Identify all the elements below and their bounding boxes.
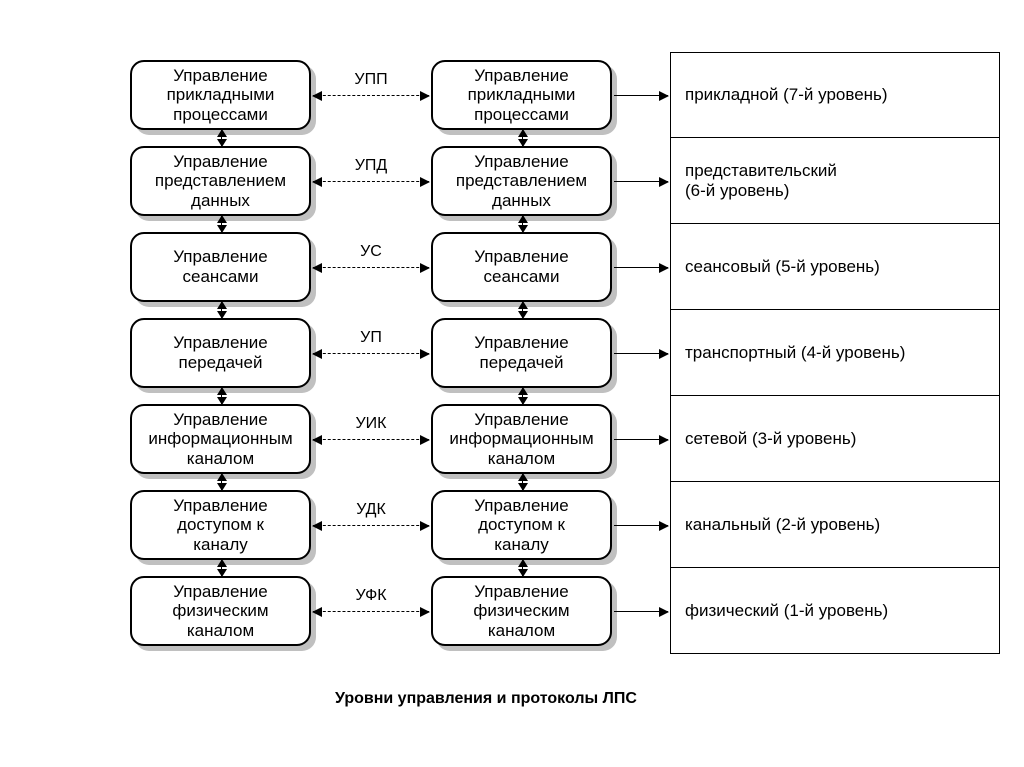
- protocol-label: УПП: [313, 71, 429, 89]
- level-cell: транспортный (4-й уровень): [670, 310, 1000, 396]
- protocol-connector: [313, 267, 429, 268]
- level-cell: сетевой (3-й уровень): [670, 396, 1000, 482]
- layer-box-right: Управление сеансами: [431, 232, 612, 302]
- level-connector: [614, 611, 668, 612]
- layer-box-right: Управление передачей: [431, 318, 612, 388]
- level-cell: канальный (2-й уровень): [670, 482, 1000, 568]
- layer-box-right: Управление прикладными процессами: [431, 60, 612, 130]
- layer-box-left: Управление физическим каналом: [130, 576, 311, 646]
- level-connector: [614, 95, 668, 96]
- stack-connector: [522, 302, 523, 318]
- layer-box-right: Управление физическим каналом: [431, 576, 612, 646]
- level-cell: прикладной (7-й уровень): [670, 52, 1000, 138]
- protocol-label: УС: [313, 243, 429, 261]
- level-connector: [614, 181, 668, 182]
- protocol-label: УДК: [313, 501, 429, 519]
- protocol-connector: [313, 181, 429, 182]
- stack-connector: [221, 216, 222, 232]
- layer-box-left: Управление информационным каналом: [130, 404, 311, 474]
- protocol-connector: [313, 525, 429, 526]
- layer-box-right: Управление представлением данных: [431, 146, 612, 216]
- stack-connector: [522, 130, 523, 146]
- protocol-label: УПД: [313, 157, 429, 175]
- stack-connector: [522, 560, 523, 576]
- layer-box-left: Управление представлением данных: [130, 146, 311, 216]
- layer-box-right: Управление информационным каналом: [431, 404, 612, 474]
- level-connector: [614, 439, 668, 440]
- diagram-caption: Уровни управления и протоколы ЛПС: [335, 690, 637, 708]
- level-cell: сеансовый (5-й уровень): [670, 224, 1000, 310]
- protocol-connector: [313, 611, 429, 612]
- level-panel: прикладной (7-й уровень)представительски…: [670, 52, 1000, 654]
- stack-connector: [522, 474, 523, 490]
- level-connector: [614, 353, 668, 354]
- level-connector: [614, 525, 668, 526]
- layer-box-right: Управление доступом к каналу: [431, 490, 612, 560]
- stack-connector: [221, 560, 222, 576]
- layer-box-left: Управление сеансами: [130, 232, 311, 302]
- protocol-connector: [313, 95, 429, 96]
- layer-box-left: Управление прикладными процессами: [130, 60, 311, 130]
- stack-connector: [221, 388, 222, 404]
- stack-connector: [221, 302, 222, 318]
- protocol-connector: [313, 353, 429, 354]
- protocol-label: УФК: [313, 587, 429, 605]
- stack-connector: [221, 474, 222, 490]
- level-cell: физический (1-й уровень): [670, 568, 1000, 654]
- level-cell: представительский (6-й уровень): [670, 138, 1000, 224]
- stack-connector: [522, 216, 523, 232]
- stack-connector: [221, 130, 222, 146]
- layer-box-left: Управление передачей: [130, 318, 311, 388]
- level-connector: [614, 267, 668, 268]
- protocol-label: УИК: [313, 415, 429, 433]
- stack-connector: [522, 388, 523, 404]
- protocol-label: УП: [313, 329, 429, 347]
- protocol-connector: [313, 439, 429, 440]
- layer-box-left: Управление доступом к каналу: [130, 490, 311, 560]
- diagram-canvas: прикладной (7-й уровень)представительски…: [0, 0, 1024, 767]
